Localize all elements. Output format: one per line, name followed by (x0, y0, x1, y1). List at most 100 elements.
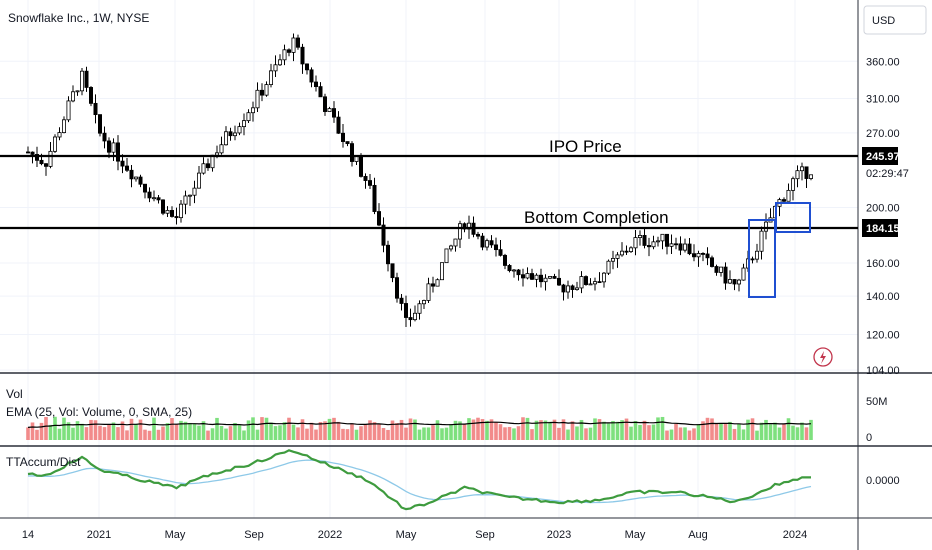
candle (624, 245, 629, 255)
indicator-pane[interactable] (27, 449, 812, 511)
candle (160, 199, 165, 216)
candle (782, 197, 787, 203)
volume-bar (143, 429, 147, 440)
alert-icon[interactable] (813, 347, 833, 367)
candle (597, 272, 602, 284)
volume-bar (219, 425, 224, 440)
candle (187, 194, 192, 206)
candle (264, 81, 269, 97)
candle (561, 283, 566, 301)
volume-bar (714, 423, 719, 440)
candle (394, 272, 399, 303)
consolidation-box-2[interactable] (775, 202, 811, 233)
volume-pane[interactable] (26, 416, 813, 440)
volume-bar (188, 422, 192, 440)
volume-bar (732, 428, 737, 440)
candle (755, 243, 760, 263)
candle (75, 90, 80, 96)
volume-bar (593, 418, 597, 440)
candle (336, 111, 341, 134)
candle (57, 127, 62, 141)
candle (66, 96, 71, 123)
volume-bar (462, 423, 467, 440)
volume-bar (584, 428, 588, 440)
candle (530, 268, 535, 280)
time-tick-label: 2021 (87, 529, 111, 541)
consolidation-box-1[interactable] (748, 219, 776, 298)
volume-bar (570, 421, 575, 440)
candle (552, 273, 557, 279)
candle (421, 299, 426, 309)
volume-bar (404, 427, 408, 440)
volume-ema-legend: EMA (25, Vol: Volume, 0, SMA, 25) (6, 405, 192, 419)
candle (710, 255, 715, 268)
candle (376, 203, 381, 227)
candle (638, 230, 643, 246)
volume-bar (737, 423, 741, 440)
volume-bar (206, 430, 210, 440)
time-axis[interactable]: 14 2021 May Sep 2022 May Sep 2023 May Aug 2024 (22, 529, 807, 541)
candle (430, 276, 435, 293)
candle (566, 280, 571, 299)
time-tick-label: 2024 (783, 529, 807, 541)
volume-bar (453, 420, 458, 440)
candle (732, 279, 737, 291)
volume-bar (246, 420, 251, 440)
volume-bar (426, 427, 431, 440)
volume-bar (107, 424, 111, 440)
candle (403, 295, 408, 327)
volume-bar (800, 422, 804, 440)
volume-bar (278, 425, 282, 440)
volume-bar (350, 423, 354, 440)
volume-bar (179, 420, 183, 440)
candle (286, 48, 291, 57)
volume-bar (327, 418, 332, 440)
volume-bar (489, 419, 494, 440)
candle (107, 137, 112, 159)
candle (719, 266, 724, 277)
candle (183, 190, 188, 215)
price-pane[interactable] (0, 0, 858, 518)
volume-bar (323, 421, 327, 440)
volume-bar (498, 424, 503, 440)
volume-bar (665, 430, 669, 440)
time-tick-label: 2022 (318, 529, 342, 541)
volume-bar (777, 427, 782, 440)
candle (804, 166, 809, 189)
volume-bar (620, 420, 624, 440)
candle (539, 268, 544, 288)
candle (791, 176, 796, 201)
volume-bar (377, 423, 381, 440)
price-axis[interactable]: 360.00 310.00 270.00 200.00 160.00 140.00 120.… (866, 56, 900, 377)
currency-selector[interactable]: USD (863, 5, 927, 35)
volume-bar (633, 421, 638, 440)
candle (741, 263, 746, 281)
candle (611, 250, 616, 270)
volume-bar (660, 416, 665, 440)
volume-bar (233, 422, 237, 440)
volume-bar (773, 422, 777, 440)
volume-bar (260, 417, 264, 440)
candle (138, 174, 143, 188)
volume-bar (80, 423, 84, 440)
volume-bar (494, 422, 498, 440)
candle (273, 55, 278, 77)
volume-bar (138, 419, 143, 440)
currency-label: USD (872, 15, 895, 27)
volume-bar (111, 422, 116, 440)
volume-bar (381, 428, 386, 440)
volume-bar (642, 420, 647, 440)
volume-bar (503, 427, 507, 440)
volume-bar (210, 428, 215, 440)
accum-dist-line (27, 449, 811, 511)
countdown: 02:29:47 (866, 168, 909, 180)
candle (678, 236, 683, 256)
candle (125, 157, 130, 172)
volume-bar (102, 427, 107, 440)
volume-bar (134, 423, 138, 440)
candle (345, 141, 350, 147)
volume-bar (728, 421, 732, 440)
volume-bar (705, 417, 710, 440)
volume-bar (723, 423, 728, 440)
volume-bar (552, 419, 557, 440)
